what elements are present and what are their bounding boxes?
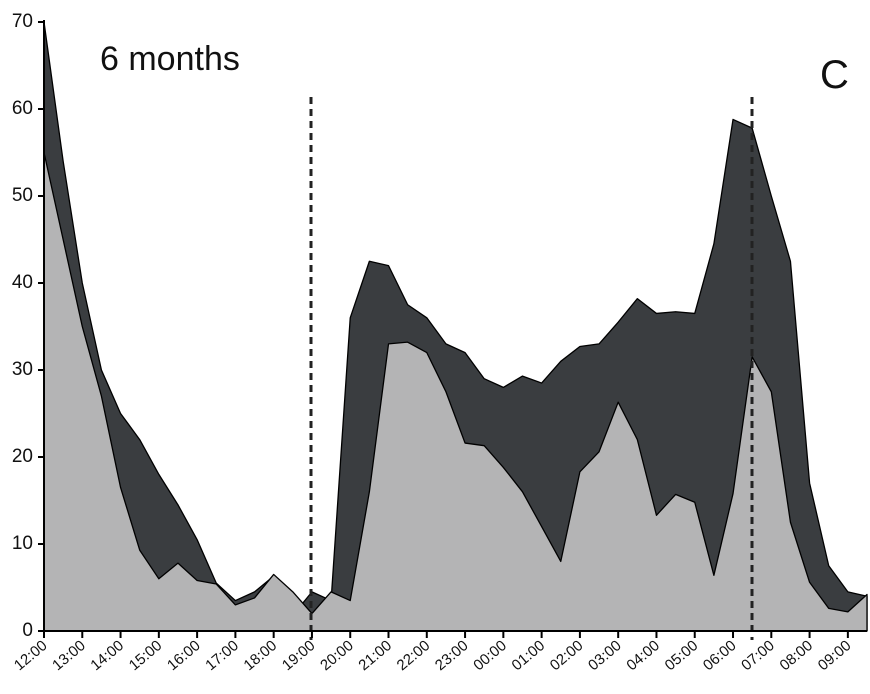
x-tick-label: 08:00 (776, 637, 816, 674)
y-tick-label: 60 (12, 98, 33, 119)
x-tick-label: 22:00 (394, 637, 434, 674)
area (43, 151, 868, 632)
x-tick-label: 03:00 (585, 637, 625, 674)
x-tick-label: 15:00 (126, 637, 166, 674)
area (43, 21, 868, 632)
x-tick-label: 17:00 (202, 637, 242, 674)
x-tick-label: 07:00 (738, 637, 778, 674)
x-tick-label: 19:00 (279, 637, 319, 674)
x-tick-label: 12:00 (11, 637, 51, 674)
x-tick-label: 04:00 (623, 637, 663, 674)
x-tick-label: 16:00 (164, 637, 204, 674)
y-tick-label: 20 (12, 446, 33, 467)
x-tick-label: 20:00 (317, 637, 357, 674)
x-tick-label: 01:00 (509, 637, 549, 674)
y-tick-label: 50 (12, 185, 33, 206)
x-tick-label: 18:00 (241, 637, 281, 674)
y-tick-label: 70 (12, 11, 33, 32)
x-tick-label: 02:00 (547, 637, 587, 674)
x-tick-label: 06:00 (700, 637, 740, 674)
chart-title: 6 months (100, 40, 240, 78)
x-tick-label: 00:00 (470, 637, 510, 674)
x-tick-label: 14:00 (87, 637, 127, 674)
y-tick-label: 30 (12, 359, 33, 380)
y-tick-label: 10 (12, 533, 33, 554)
y-tick-label: 0 (22, 620, 33, 641)
x-tick-label: 23:00 (432, 637, 472, 674)
areas (43, 21, 868, 632)
y-tick-label: 40 (12, 272, 33, 293)
x-tick-label: 21:00 (355, 637, 395, 674)
x-tick-label: 13:00 (49, 637, 89, 674)
x-tick-label: 05:00 (662, 637, 702, 674)
panel-label: C (820, 53, 849, 97)
x-tick-label: 09:00 (815, 637, 855, 674)
